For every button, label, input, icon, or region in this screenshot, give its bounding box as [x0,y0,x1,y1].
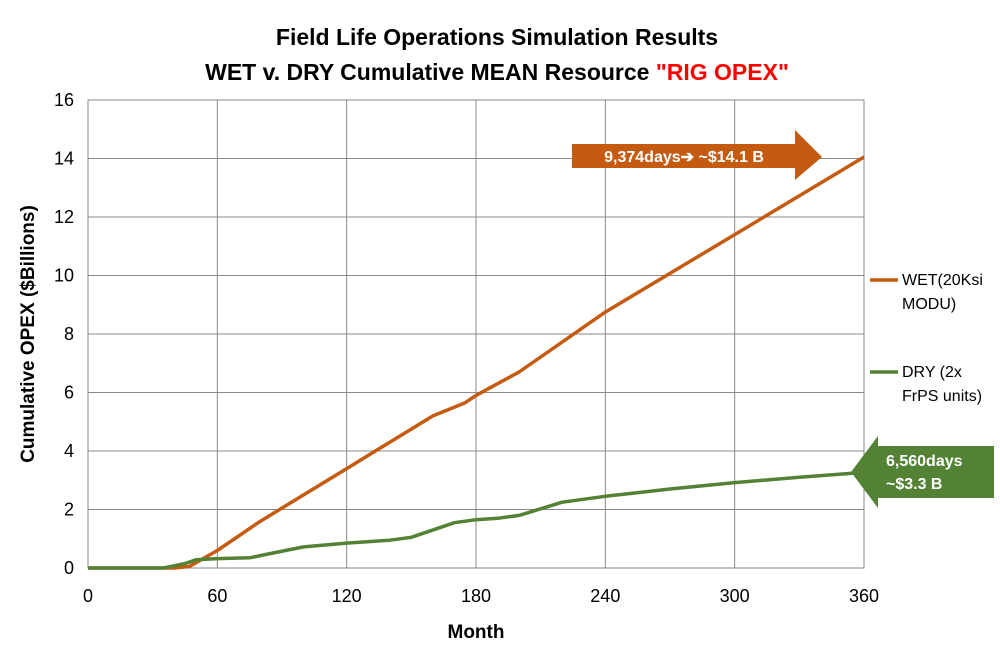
x-tick-label: 300 [720,586,750,606]
legend-label: DRY (2x [902,364,962,381]
dry-callout-arrow [851,436,994,508]
x-tick-label: 360 [849,586,879,606]
annotations: 9,374days➔ ~$14.1 B 6,560days ~$3.3 B [572,130,994,508]
series-lines [88,155,865,570]
x-tick-label: 180 [461,586,491,606]
series-line-wet [88,155,865,570]
y-axis-ticks: 0 2 4 6 8 10 12 14 16 [54,90,74,578]
wet-callout-label: 9,374days➔ ~$14.1 B [604,149,764,166]
series-line-dry [88,470,865,570]
y-tick-label: 14 [54,149,74,169]
y-axis-title: Cumulative OPEX ($Billions) [18,205,39,463]
plot-area [87,99,865,569]
x-axis-ticks: 0 60 120 180 240 300 360 [83,586,879,606]
y-tick-label: 10 [54,266,74,286]
y-tick-label: 4 [64,441,74,461]
dry-callout-label-line1: 6,560days [886,453,963,470]
chart-title-line2-highlight: "RIG OPEX" [656,59,789,85]
y-tick-label: 2 [64,500,74,520]
x-tick-label: 60 [207,586,227,606]
y-tick-label: 6 [64,383,74,403]
y-tick-label: 12 [54,207,74,227]
gridlines [87,99,865,569]
dry-callout-label-line2: ~$3.3 B [886,476,942,493]
legend-label: MODU) [902,296,956,313]
x-tick-label: 240 [590,586,620,606]
y-tick-label: 0 [64,558,74,578]
x-tick-label: 0 [83,586,93,606]
y-tick-label: 16 [54,90,74,110]
chart-title-line2: WET v. DRY Cumulative MEAN Resource "RIG… [205,59,789,85]
chart-title-line1: Field Life Operations Simulation Results [276,24,718,50]
y-tick-label: 8 [64,324,74,344]
legend: WET(20Ksi MODU) DRY (2x FrPS units) [870,272,983,405]
x-axis-title: Month [448,622,505,643]
wet-callout-arrow [572,130,822,180]
legend-label: WET(20Ksi [902,272,983,289]
x-tick-label: 120 [332,586,362,606]
legend-label: FrPS units) [902,388,982,405]
chart-title-line2-prefix: WET v. DRY Cumulative MEAN Resource [205,59,656,85]
